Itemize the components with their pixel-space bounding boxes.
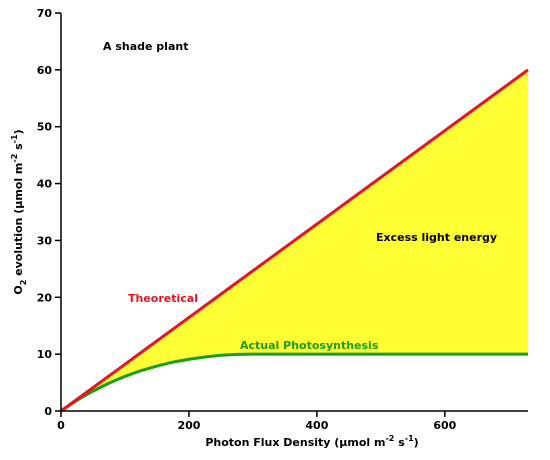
x-tick-label: 600 [433,419,456,432]
theoretical-line [60,68,529,413]
plot-area [60,68,529,413]
y-tick-label: 50 [37,121,53,134]
annotation-actual-photosynthesis: Actual Photosynthesis [240,339,379,352]
y-axis-title: O2 evolution (μmol m-2 s-1) [10,129,28,294]
actual-photosynthesis-line [60,352,528,413]
y-tick-label: 70 [37,7,53,20]
y-tick-label: 10 [37,348,53,361]
y-tick-label: 20 [37,291,53,304]
x-ticks: 0 200 400 600 [57,411,457,432]
x-axis-title: Photon Flux Density (μmol m-2 s-1) [205,434,418,449]
annotation-excess-light: Excess light energy [376,231,497,244]
annotation-theoretical: Theoretical [128,292,198,305]
y-tick-label: 30 [37,234,53,247]
x-tick-label: 0 [57,419,65,432]
y-tick-label: 40 [37,178,53,191]
x-tick-label: 400 [305,419,328,432]
annotation-shade-plant: A shade plant [103,40,188,53]
y-tick-label: 0 [44,405,52,418]
y-tick-label: 60 [37,64,53,77]
y-ticks: 0 10 20 30 40 50 60 70 [37,7,61,418]
x-tick-label: 200 [177,419,200,432]
